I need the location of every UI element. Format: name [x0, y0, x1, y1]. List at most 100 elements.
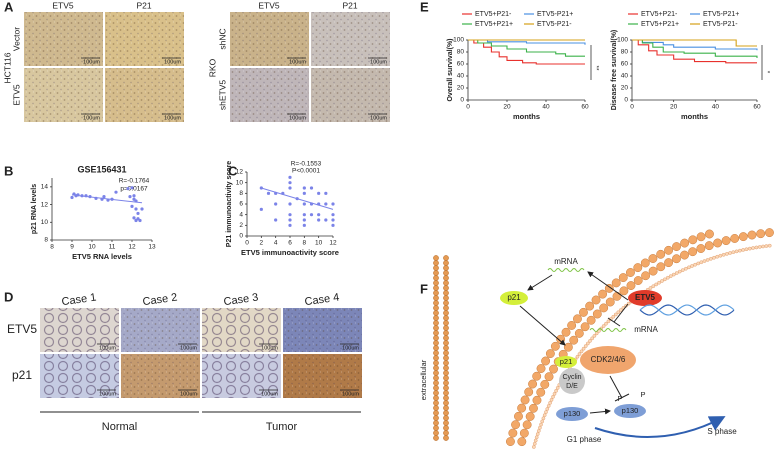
- p130-label: p130: [622, 406, 639, 415]
- nuclear-membrane-lipid: [757, 245, 762, 249]
- row-label: ETV5: [7, 322, 37, 336]
- nuclear-membrane-lipid: [764, 244, 769, 248]
- y-tick-label: 100: [453, 37, 464, 44]
- row-label: ETV5: [11, 84, 21, 106]
- legend-label: ETV5-P21+: [537, 11, 573, 18]
- nuclear-membrane-lipid: [585, 341, 590, 346]
- point: [266, 191, 271, 195]
- nuclear-membrane-lipid: [604, 283, 614, 293]
- nuclear-membrane-lipid: [708, 256, 713, 261]
- membrane-lipid: [443, 325, 449, 331]
- point: [309, 213, 314, 217]
- nuclear-membrane-lipid: [756, 229, 766, 239]
- nuclear-membrane-lipid: [517, 403, 527, 413]
- row-label: Vector: [11, 27, 21, 51]
- membrane-lipid: [433, 340, 439, 346]
- membrane-lipid: [433, 285, 439, 291]
- membrane-lipid: [443, 370, 449, 376]
- point: [138, 218, 142, 223]
- nuclear-membrane-lipid: [611, 278, 621, 288]
- membrane-lipid: [443, 305, 449, 311]
- x-tick-label: 60: [581, 104, 589, 111]
- point: [324, 218, 328, 222]
- nuclear-membrane-lipid: [761, 244, 765, 249]
- point: [132, 194, 136, 198]
- g1-label: G1 phase: [567, 435, 602, 444]
- membrane-lipid: [433, 375, 439, 381]
- nuclear-membrane-lipid: [601, 324, 606, 328]
- membrane-lipid: [443, 285, 449, 291]
- column-label: ETV5: [258, 0, 280, 10]
- nuclear-membrane-lipid: [680, 238, 690, 248]
- nuclear-membrane-lipid: [517, 437, 527, 447]
- point: [317, 218, 321, 222]
- scale-bar-label: 100um: [99, 391, 116, 397]
- nuclear-membrane-lipid: [696, 261, 701, 266]
- chart-title: GSE156431: [77, 164, 126, 174]
- nuclear-membrane-lipid: [550, 341, 560, 351]
- nuclear-membrane-lipid: [696, 232, 706, 242]
- x-tick-label: 0: [245, 240, 249, 247]
- scale-bar-label: 100um: [180, 391, 197, 397]
- fit-line: [71, 194, 143, 204]
- y-axis-label: p21 RNA levels: [31, 184, 38, 234]
- membrane-lipid: [443, 360, 449, 366]
- nuclear-membrane-lipid: [612, 291, 622, 301]
- nuclear-membrane-lipid: [549, 364, 558, 374]
- nuclear-membrane-lipid: [721, 252, 726, 257]
- nuclear-membrane-lipid: [734, 249, 739, 254]
- membrane-lipid: [443, 280, 449, 286]
- nuclear-membrane-lipid: [579, 349, 584, 354]
- phospho-label: P: [640, 390, 645, 399]
- p130-label: p130: [564, 409, 581, 418]
- mrna-strand: [547, 268, 585, 272]
- nuclear-membrane-lipid: [532, 395, 542, 405]
- arrow: [587, 271, 629, 301]
- nuclear-membrane-lipid: [575, 354, 580, 359]
- point: [274, 218, 278, 222]
- micrograph-texture: [311, 68, 390, 122]
- nuclear-membrane-lipid: [555, 386, 560, 390]
- micrograph-texture: [230, 68, 309, 122]
- membrane-lipid: [433, 395, 439, 401]
- membrane-lipid: [443, 295, 449, 301]
- nuclear-membrane-lipid: [522, 420, 532, 430]
- nuclear-membrane-lipid: [551, 394, 555, 399]
- membrane-lipid: [443, 345, 449, 351]
- nuclear-membrane-lipid: [549, 397, 554, 402]
- nuclear-membrane-lipid: [579, 307, 588, 317]
- y-axis-label: Overall survival(%): [447, 38, 454, 101]
- nuclear-membrane-lipid: [705, 229, 714, 239]
- nuclear-membrane-lipid: [592, 334, 597, 338]
- nuclear-membrane-lipid: [765, 228, 774, 238]
- nuclear-membrane-lipid: [744, 247, 749, 252]
- nuclear-membrane-lipid: [633, 276, 643, 285]
- nuclear-membrane-lipid: [713, 238, 723, 248]
- dna-strand: [639, 304, 735, 316]
- membrane-lipid: [433, 320, 439, 326]
- p21-protein: [555, 356, 577, 368]
- membrane-lipid: [443, 375, 449, 381]
- nuclear-membrane-lipid: [532, 441, 537, 446]
- y-tick-label: 2: [239, 222, 243, 229]
- membrane-lipid: [443, 355, 449, 361]
- membrane-lipid: [433, 360, 439, 366]
- nuclear-membrane-lipid: [751, 246, 755, 250]
- nuclear-membrane-lipid: [599, 303, 609, 313]
- nuclear-membrane-lipid: [696, 244, 706, 253]
- inhibition-bar: [607, 317, 621, 327]
- point: [317, 191, 321, 195]
- nuclear-membrane-lipid: [618, 273, 628, 283]
- scale-bar-label: 100um: [83, 115, 100, 121]
- point: [134, 207, 138, 211]
- micrograph-texture: [24, 12, 103, 66]
- row-label: shNC: [217, 28, 227, 49]
- point: [288, 218, 292, 222]
- membrane-lipid: [433, 310, 439, 316]
- point: [288, 213, 292, 217]
- y-tick-label: 20: [457, 85, 465, 92]
- p21-protein: [500, 291, 528, 305]
- micrograph-texture: [121, 354, 200, 398]
- membrane-lipid: [433, 260, 439, 266]
- nuclear-membrane-lipid: [656, 249, 666, 259]
